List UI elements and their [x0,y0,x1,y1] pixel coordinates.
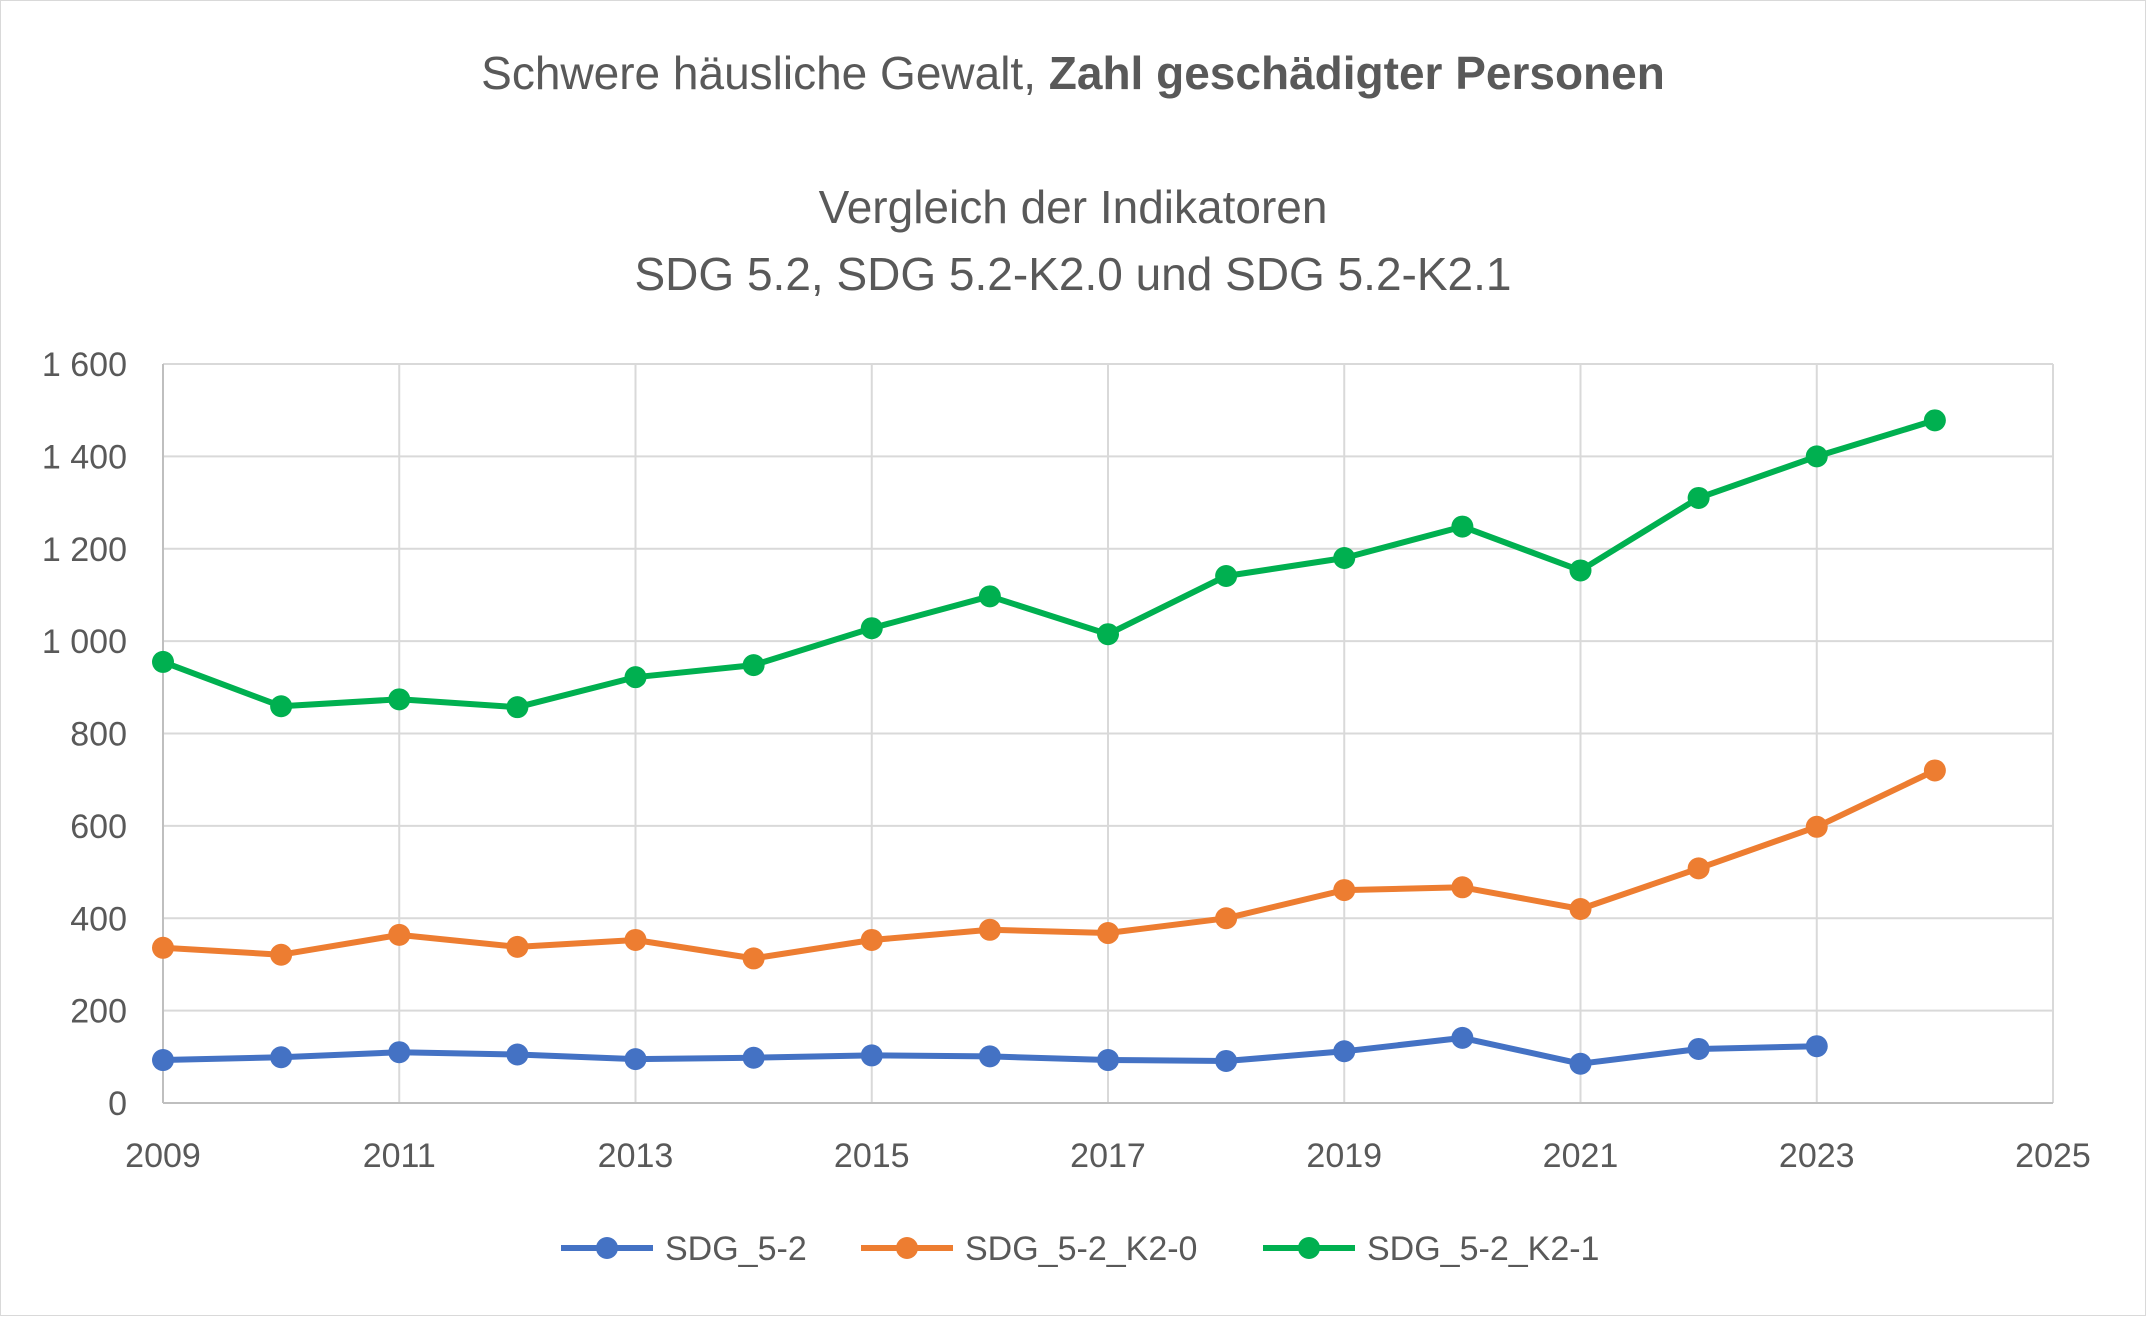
legend-item-sdg-5-2-k2-1: SDG_5-2_K2-1 [1263,1230,1599,1268]
series-sdg-5-2-k2-1 [152,409,1946,719]
data-point-sdg-5-2 [1687,1037,1710,1060]
series-lines [152,409,1946,1075]
x-tick-label: 2017 [1070,1137,1146,1175]
legend-label-sdg-5-2-k2-0: SDG_5-2_K2-0 [965,1230,1197,1268]
data-point-sdg-5-2 [270,1046,293,1069]
data-point-sdg-5-2-k2-0 [152,936,174,959]
data-point-sdg-5-2-k2-1 [1569,559,1592,582]
data-point-sdg-5-2-k2-1 [624,666,647,689]
data-point-sdg-5-2-k2-0 [388,923,411,946]
y-tick-label: 1 600 [42,346,127,384]
data-point-sdg-5-2-k2-1 [1923,409,1946,432]
data-point-sdg-5-2 [1805,1035,1828,1058]
data-point-sdg-5-2 [860,1044,883,1067]
x-tick-label: 2025 [2015,1137,2091,1175]
x-tick-label: 2019 [1306,1137,1382,1175]
x-tick-label: 2011 [363,1137,436,1175]
series-sdg-5-2 [152,1026,1828,1075]
y-tick-label: 1 200 [42,531,127,569]
y-tick-label: 400 [70,900,127,938]
legend-item-sdg-5-2: SDG_5-2 [561,1230,807,1268]
data-point-sdg-5-2-k2-1 [1215,565,1238,588]
legend-marker-sdg-5-2-k2-1 [1298,1237,1320,1259]
x-tick-label: 2009 [125,1137,201,1175]
tick-labels: 0 200 400 600 800 1 000 1 200 1 400 1 600 2009 201… [42,346,2091,1175]
chart-subtitle-line-2: SDG 5.2, SDG 5.2-K2.0 und SDG 5.2-K2.1 [635,248,1512,300]
data-point-sdg-5-2-k2-1 [1097,623,1119,646]
y-tick-label: 0 [108,1085,127,1123]
data-point-sdg-5-2-k2-0 [1805,815,1828,838]
legend: SDG_5-2 SDG_5-2_K2-0 SDG_5-2_K2-1 [561,1230,1599,1268]
y-tick-label: 1 400 [42,438,127,476]
data-point-sdg-5-2-k2-1 [1451,515,1474,538]
data-point-sdg-5-2 [506,1043,529,1066]
series-sdg-5-2-k2-0 [152,759,1946,970]
data-point-sdg-5-2 [388,1041,411,1064]
data-point-sdg-5-2-k2-1 [506,696,529,719]
data-point-sdg-5-2-k2-0 [742,947,765,970]
x-tick-label: 2023 [1779,1137,1855,1175]
data-point-sdg-5-2-k2-0 [1333,879,1356,902]
data-point-sdg-5-2 [742,1046,765,1069]
data-point-sdg-5-2-k2-1 [270,695,293,718]
data-point-sdg-5-2-k2-0 [860,928,883,951]
legend-item-sdg-5-2-k2-0: SDG_5-2_K2-0 [861,1230,1197,1268]
chart-title-regular: Schwere häusliche Gewalt, [481,47,1049,99]
legend-label-sdg-5-2-k2-1: SDG_5-2_K2-1 [1367,1230,1599,1268]
data-point-sdg-5-2-k2-1 [152,650,174,673]
data-point-sdg-5-2-k2-0 [1215,907,1238,930]
y-tick-label: 800 [70,716,127,754]
chart-title-bold: Zahl geschädigter Personen [1049,47,1665,99]
data-point-sdg-5-2 [152,1049,174,1072]
data-point-sdg-5-2-k2-0 [1687,857,1710,880]
series-line-sdg-5-2-k2-0 [162,767,1937,962]
data-point-sdg-5-2 [1097,1049,1119,1072]
legend-label-sdg-5-2: SDG_5-2 [665,1230,807,1268]
data-point-sdg-5-2-k2-0 [1569,898,1592,921]
x-tick-label: 2013 [598,1137,674,1175]
data-point-sdg-5-2-k2-1 [388,688,411,711]
data-point-sdg-5-2 [1333,1040,1356,1063]
data-point-sdg-5-2-k2-1 [1687,486,1710,509]
y-tick-label: 600 [70,808,127,846]
data-point-sdg-5-2 [1569,1052,1592,1075]
data-point-sdg-5-2 [978,1045,1001,1068]
data-point-sdg-5-2 [624,1048,647,1071]
data-point-sdg-5-2-k2-1 [860,617,883,640]
axes [162,364,2053,1104]
chart-title: Schwere häusliche Gewalt, Zahl geschädig… [481,47,1665,99]
legend-marker-sdg-5-2 [596,1237,618,1259]
data-point-sdg-5-2 [1451,1026,1474,1049]
data-point-sdg-5-2 [1215,1049,1238,1072]
data-point-sdg-5-2-k2-1 [978,585,1001,608]
data-point-sdg-5-2-k2-0 [1097,922,1119,945]
data-point-sdg-5-2-k2-1 [742,654,765,677]
chart-subtitle-line-1: Vergleich der Indikatoren [819,181,1328,233]
x-tick-label: 2021 [1543,1137,1619,1175]
data-point-sdg-5-2-k2-0 [1923,759,1946,782]
data-point-sdg-5-2-k2-0 [1451,876,1474,899]
data-point-sdg-5-2-k2-0 [624,928,647,951]
data-point-sdg-5-2-k2-1 [1333,546,1356,569]
y-tick-label: 200 [70,993,127,1031]
data-point-sdg-5-2-k2-1 [1805,445,1828,468]
data-point-sdg-5-2-k2-0 [270,943,293,966]
series-line-sdg-5-2-k2-1 [161,417,1936,711]
x-tick-label: 2015 [834,1137,910,1175]
y-tick-label: 1 000 [42,623,127,661]
data-point-sdg-5-2-k2-0 [506,935,529,958]
data-point-sdg-5-2-k2-0 [978,918,1001,941]
legend-marker-sdg-5-2-k2-0 [896,1237,918,1259]
